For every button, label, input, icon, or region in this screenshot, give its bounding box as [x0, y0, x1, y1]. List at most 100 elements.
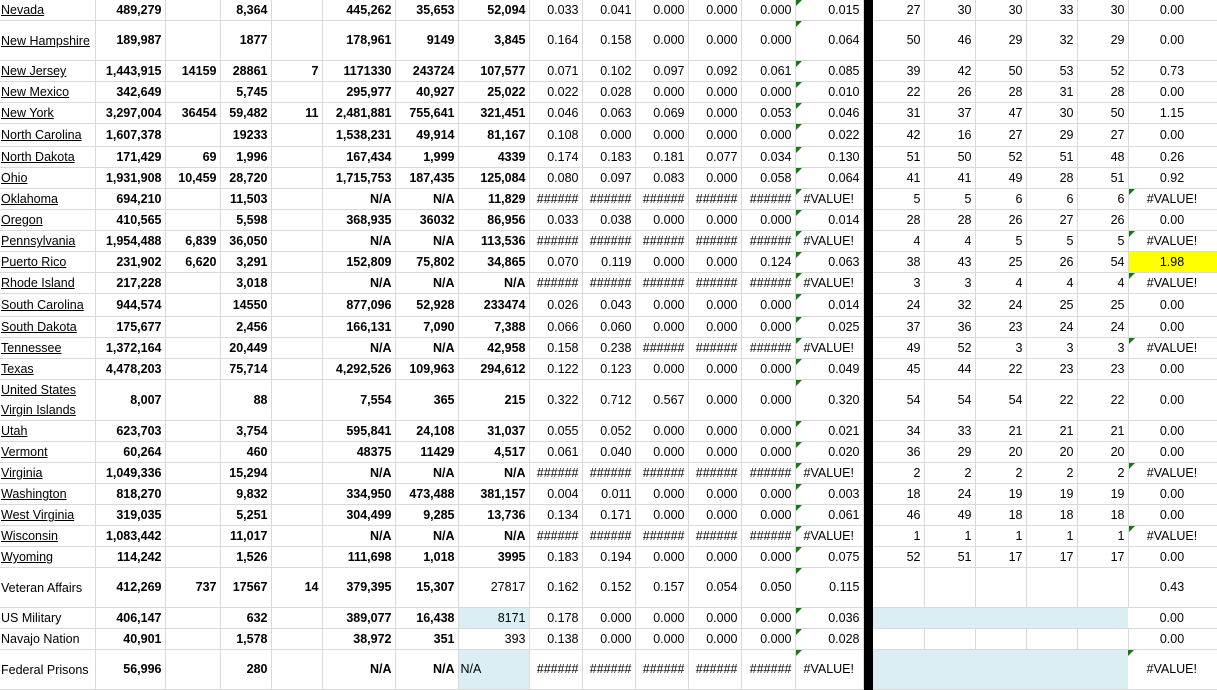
cell[interactable]: 4,292,526: [322, 358, 396, 380]
cell[interactable]: 20: [1077, 441, 1129, 463]
cell[interactable]: 0.000: [688, 81, 742, 103]
cell[interactable]: ######: [529, 525, 583, 547]
row-label[interactable]: Oklahoma: [1, 192, 58, 206]
cell[interactable]: 0.000: [741, 0, 796, 21]
cell[interactable]: 28: [924, 209, 976, 231]
cell[interactable]: 0.000: [688, 209, 742, 231]
state-link-cell[interactable]: New Jersey: [0, 60, 96, 82]
cell[interactable]: 109,963: [395, 358, 459, 380]
cell[interactable]: 0.050: [741, 567, 796, 608]
cell[interactable]: 0.000: [582, 628, 636, 650]
cell[interactable]: ######: [741, 649, 796, 690]
cell[interactable]: 35,653: [395, 0, 459, 21]
cell[interactable]: 0.00: [1128, 628, 1217, 650]
cell[interactable]: 8,007: [95, 379, 166, 421]
row-label[interactable]: North Carolina: [1, 128, 82, 142]
cell[interactable]: 0.055: [529, 420, 583, 442]
cell[interactable]: 0.061: [741, 60, 796, 82]
cell[interactable]: #VALUE!: [1128, 462, 1217, 484]
cell[interactable]: 43: [924, 251, 976, 273]
cell[interactable]: 17: [1077, 546, 1129, 568]
cell[interactable]: 9,832: [220, 483, 272, 505]
cell[interactable]: [271, 462, 323, 484]
cell[interactable]: 0.003: [795, 483, 864, 505]
cell[interactable]: ######: [582, 188, 636, 210]
cell[interactable]: 86,956: [458, 209, 530, 231]
cell[interactable]: [271, 607, 323, 629]
cell[interactable]: 52: [924, 337, 976, 359]
cell[interactable]: 0.061: [795, 504, 864, 526]
cell[interactable]: 0.052: [582, 420, 636, 442]
name-cell[interactable]: Federal Prisons: [0, 649, 96, 690]
cell[interactable]: 0.000: [688, 504, 742, 526]
cell[interactable]: 46: [924, 20, 976, 61]
cell[interactable]: 11,017: [220, 525, 272, 547]
cell[interactable]: 38: [873, 251, 925, 273]
cell[interactable]: [165, 379, 221, 421]
cell[interactable]: N/A: [395, 649, 459, 690]
cell[interactable]: 51: [1026, 146, 1078, 168]
cell[interactable]: 5,598: [220, 209, 272, 231]
cell[interactable]: [165, 525, 221, 547]
cell[interactable]: 0.000: [741, 441, 796, 463]
cell[interactable]: 1: [924, 525, 976, 547]
cell[interactable]: 4: [924, 230, 976, 252]
cell[interactable]: 0.000: [635, 546, 689, 568]
cell[interactable]: 0.123: [582, 358, 636, 380]
cell[interactable]: 26: [924, 81, 976, 103]
cell[interactable]: 26: [1077, 209, 1129, 231]
cell[interactable]: 0.178: [529, 607, 583, 629]
cell[interactable]: [271, 20, 323, 61]
cell[interactable]: ######: [688, 272, 742, 294]
cell[interactable]: [271, 209, 323, 231]
cell[interactable]: 0.000: [688, 0, 742, 21]
cell[interactable]: 29: [1026, 123, 1078, 147]
cell[interactable]: 0.712: [582, 379, 636, 421]
state-link-cell[interactable]: Oregon: [0, 209, 96, 231]
cell[interactable]: 152,809: [322, 251, 396, 273]
cell[interactable]: 19: [1077, 483, 1129, 505]
cell[interactable]: 0.320: [795, 379, 864, 421]
cell[interactable]: 14550: [220, 293, 272, 317]
cell[interactable]: 8171: [458, 607, 530, 629]
cell[interactable]: 0.063: [582, 102, 636, 124]
cell[interactable]: 17: [975, 546, 1027, 568]
cell[interactable]: 0.000: [688, 628, 742, 650]
cell[interactable]: 233474: [458, 293, 530, 317]
cell[interactable]: 0.00: [1128, 504, 1217, 526]
cell[interactable]: 54: [975, 379, 1027, 421]
cell[interactable]: 37: [873, 316, 925, 338]
cell[interactable]: 368,935: [322, 209, 396, 231]
state-link-cell[interactable]: Oklahoma: [0, 188, 96, 210]
cell[interactable]: 0.00: [1128, 316, 1217, 338]
row-label[interactable]: Pennsylvania: [1, 234, 76, 248]
row-label[interactable]: Rhode Island: [1, 276, 75, 290]
cell[interactable]: 15,294: [220, 462, 272, 484]
cell[interactable]: 0.183: [582, 146, 636, 168]
cell[interactable]: 5: [1077, 230, 1129, 252]
cell[interactable]: 75,714: [220, 358, 272, 380]
row-label[interactable]: Wyoming: [1, 550, 53, 564]
cell[interactable]: 41: [924, 167, 976, 189]
cell[interactable]: 0.000: [741, 358, 796, 380]
cell[interactable]: 11: [271, 102, 323, 124]
cell[interactable]: 489,279: [95, 0, 166, 21]
row-label[interactable]: Puerto Rico: [1, 255, 67, 269]
cell[interactable]: ######: [529, 649, 583, 690]
cell[interactable]: 694,210: [95, 188, 166, 210]
cell[interactable]: 18: [1026, 504, 1078, 526]
cell[interactable]: 30: [924, 0, 976, 21]
cell[interactable]: 0.054: [688, 567, 742, 608]
cell[interactable]: 0.00: [1128, 379, 1217, 421]
cell[interactable]: 53: [1026, 60, 1078, 82]
cell[interactable]: 23: [1026, 358, 1078, 380]
cell[interactable]: 1: [1026, 525, 1078, 547]
cell[interactable]: 32: [924, 293, 976, 317]
cell[interactable]: [271, 0, 323, 21]
cell[interactable]: 4,478,203: [95, 358, 166, 380]
cell[interactable]: 25: [1026, 293, 1078, 317]
cell[interactable]: N/A: [322, 649, 396, 690]
cell[interactable]: [165, 316, 221, 338]
cell[interactable]: 0.000: [635, 316, 689, 338]
cell[interactable]: [165, 272, 221, 294]
